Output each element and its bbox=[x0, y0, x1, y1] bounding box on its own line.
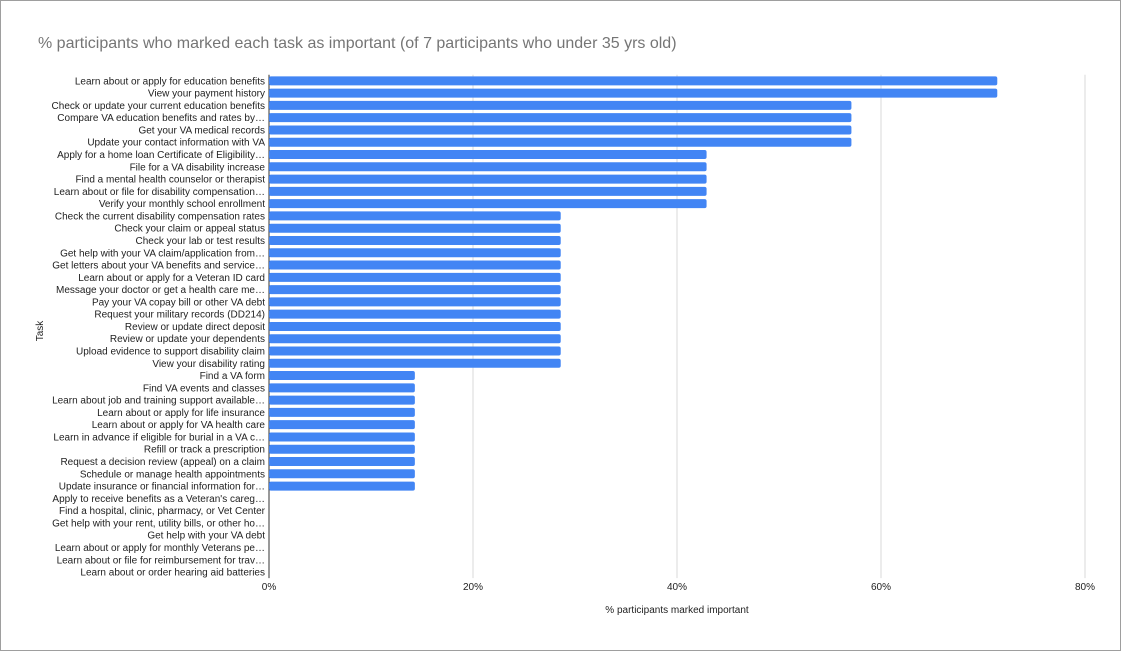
category-label: File for a VA disability increase bbox=[130, 162, 266, 173]
category-label: Refill or track a prescription bbox=[144, 445, 265, 456]
category-label: Learn about job and training support ava… bbox=[52, 396, 265, 407]
category-label: Find a mental health counselor or therap… bbox=[75, 175, 265, 186]
category-label: View your payment history bbox=[148, 89, 265, 100]
category-label: Get help with your VA debt bbox=[147, 531, 265, 542]
category-label: Learn about or apply for monthly Veteran… bbox=[55, 543, 265, 554]
category-label: Check or update your current education b… bbox=[52, 101, 265, 112]
bars bbox=[269, 76, 998, 491]
category-label: Get help with your rent, utility bills, … bbox=[52, 518, 265, 529]
bar[interactable] bbox=[269, 371, 415, 381]
bar[interactable] bbox=[269, 137, 852, 147]
category-label: Verify your monthly school enrollment bbox=[99, 199, 265, 210]
category-label: Learn about or file for reimbursement fo… bbox=[57, 555, 265, 566]
category-label: Check your lab or test results bbox=[136, 236, 266, 247]
category-label: Find a hospital, clinic, pharmacy, or Ve… bbox=[59, 506, 266, 517]
bar[interactable] bbox=[269, 309, 561, 319]
x-tick-label: 80% bbox=[1075, 582, 1095, 593]
bar[interactable] bbox=[269, 76, 998, 86]
category-label: Learn about or apply for education benef… bbox=[75, 76, 265, 87]
bar[interactable] bbox=[269, 248, 561, 258]
bar[interactable] bbox=[269, 481, 415, 491]
bar[interactable] bbox=[269, 297, 561, 307]
category-label: Check the current disability compensatio… bbox=[55, 211, 265, 222]
category-label: Upload evidence to support disability cl… bbox=[76, 347, 265, 358]
category-label: Find a VA form bbox=[200, 371, 265, 382]
bar[interactable] bbox=[269, 457, 415, 467]
bar[interactable] bbox=[269, 88, 998, 98]
bar[interactable] bbox=[269, 334, 561, 344]
bar[interactable] bbox=[269, 358, 561, 368]
bar[interactable] bbox=[269, 285, 561, 295]
category-label: Find VA events and classes bbox=[143, 383, 265, 394]
bar[interactable] bbox=[269, 383, 415, 393]
bar[interactable] bbox=[269, 162, 707, 172]
category-label: Request a decision review (appeal) on a … bbox=[60, 457, 265, 468]
category-label: Message your doctor or get a health care… bbox=[56, 285, 265, 296]
bar[interactable] bbox=[269, 211, 561, 221]
bar[interactable] bbox=[269, 272, 561, 282]
category-labels: Learn about or apply for education benef… bbox=[52, 76, 266, 578]
category-label: Learn in advance if eligible for burial … bbox=[53, 432, 265, 443]
bar[interactable] bbox=[269, 420, 415, 430]
x-tick-labels: 0% 20% 40% 60% 80% bbox=[262, 582, 1095, 593]
category-label: Get help with your VA claim/application … bbox=[60, 248, 265, 259]
category-label: Check your claim or appeal status bbox=[114, 224, 265, 235]
category-label: Learn about or order hearing aid batteri… bbox=[80, 568, 265, 579]
category-label: Learn about or file for disability compe… bbox=[54, 187, 265, 198]
bar[interactable] bbox=[269, 174, 707, 184]
category-label: Review or update your dependents bbox=[110, 334, 265, 345]
bar[interactable] bbox=[269, 186, 707, 196]
bar[interactable] bbox=[269, 407, 415, 417]
category-label: Update your contact information with VA bbox=[87, 138, 265, 149]
y-axis-title: Task bbox=[35, 320, 46, 342]
bar[interactable] bbox=[269, 223, 561, 233]
x-tick-label: 60% bbox=[871, 582, 891, 593]
chart-title: % participants who marked each task as i… bbox=[38, 35, 677, 52]
category-label: View your disability rating bbox=[152, 359, 265, 370]
bar[interactable] bbox=[269, 469, 415, 479]
category-label: Get letters about your VA benefits and s… bbox=[52, 261, 265, 272]
category-label: Request your military records (DD214) bbox=[94, 310, 265, 321]
bar[interactable] bbox=[269, 260, 561, 270]
x-tick-label: 40% bbox=[667, 582, 687, 593]
x-tick-label: 20% bbox=[463, 582, 483, 593]
bar[interactable] bbox=[269, 235, 561, 245]
category-label: Compare VA education benefits and rates … bbox=[57, 113, 265, 124]
bar[interactable] bbox=[269, 100, 852, 110]
bar[interactable] bbox=[269, 346, 561, 356]
bar[interactable] bbox=[269, 444, 415, 454]
bar[interactable] bbox=[269, 150, 707, 160]
category-label: Learn about or apply for life insurance bbox=[97, 408, 265, 419]
category-label: Schedule or manage health appointments bbox=[80, 469, 265, 480]
bar[interactable] bbox=[269, 432, 415, 442]
category-label: Update insurance or financial informatio… bbox=[59, 482, 265, 493]
bar[interactable] bbox=[269, 395, 415, 405]
category-label: Learn about or apply for a Veteran ID ca… bbox=[78, 273, 265, 284]
bar[interactable] bbox=[269, 199, 707, 209]
category-label: Get your VA medical records bbox=[138, 125, 265, 136]
category-label: Learn about or apply for VA health care bbox=[92, 420, 266, 431]
category-label: Apply for a home loan Certificate of Eli… bbox=[57, 150, 265, 161]
x-tick-label: 0% bbox=[262, 582, 277, 593]
bar[interactable] bbox=[269, 113, 852, 123]
category-label: Apply to receive benefits as a Veteran's… bbox=[52, 494, 265, 505]
bar[interactable] bbox=[269, 125, 852, 135]
bar[interactable] bbox=[269, 321, 561, 331]
category-label: Pay your VA copay bill or other VA debt bbox=[92, 297, 265, 308]
category-label: Review or update direct deposit bbox=[125, 322, 265, 333]
x-axis-title: % participants marked important bbox=[605, 605, 749, 616]
